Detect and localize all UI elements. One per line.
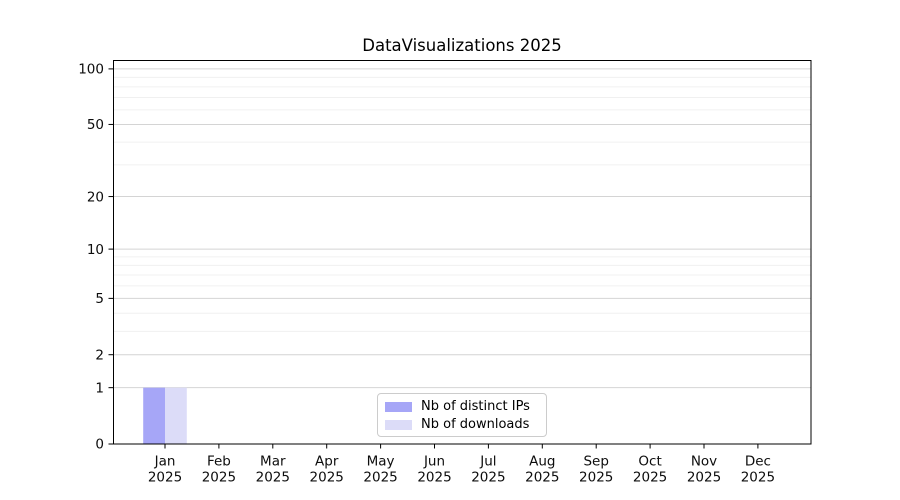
x-tick-label-year: 2025 [579, 470, 613, 486]
x-tick-label-month: Nov [691, 454, 717, 470]
y-tick-label: 50 [87, 117, 104, 133]
bar [165, 387, 187, 444]
y-tick-label: 100 [78, 62, 104, 78]
x-tick-label-year: 2025 [741, 470, 775, 486]
x-tick-label-month: Oct [638, 454, 661, 470]
y-tick-label: 1 [95, 380, 104, 396]
legend-item-label: Nb of downloads [421, 417, 530, 432]
x-tick-label-year: 2025 [633, 470, 667, 486]
x-tick-label-year: 2025 [310, 470, 344, 486]
x-tick-label-month: Dec [745, 454, 771, 470]
legend-swatch-distinct-ips [385, 402, 412, 412]
legend-swatch-downloads [385, 420, 412, 430]
legend-item: Nb of distinct IPs [385, 398, 546, 416]
y-tick-label: 20 [87, 189, 104, 205]
y-tick-label: 5 [95, 291, 104, 307]
chart-title: DataVisualizations 2025 [362, 36, 562, 55]
x-tick-label-year: 2025 [417, 470, 451, 486]
x-tick-label-year: 2025 [256, 470, 290, 486]
x-tick-label-year: 2025 [525, 470, 559, 486]
x-tick-label-month: Jul [479, 454, 496, 470]
y-tick-label: 10 [87, 242, 104, 258]
x-tick-label-year: 2025 [202, 470, 236, 486]
x-tick-label-month: Jun [423, 454, 445, 470]
x-tick-label-year: 2025 [363, 470, 397, 486]
y-tick-label: 0 [95, 437, 104, 453]
legend-item-label: Nb of distinct IPs [421, 399, 530, 414]
y-tick-label: 2 [95, 347, 104, 363]
x-tick-label-year: 2025 [687, 470, 721, 486]
x-tick-label-month: Sep [583, 454, 608, 470]
bar [143, 387, 165, 444]
legend: Nb of distinct IPs Nb of downloads [377, 393, 547, 437]
x-tick-label-month: Apr [315, 454, 339, 470]
x-tick-label-month: May [367, 454, 395, 470]
x-tick-label-month: Jan [154, 454, 176, 470]
x-tick-label-year: 2025 [148, 470, 182, 486]
plot-frame [113, 60, 812, 445]
x-tick-label-month: Feb [207, 454, 231, 470]
x-tick-label-month: Mar [260, 454, 286, 470]
x-tick-label-year: 2025 [471, 470, 505, 486]
legend-item: Nb of downloads [385, 416, 546, 434]
x-tick-label-month: Aug [529, 454, 555, 470]
